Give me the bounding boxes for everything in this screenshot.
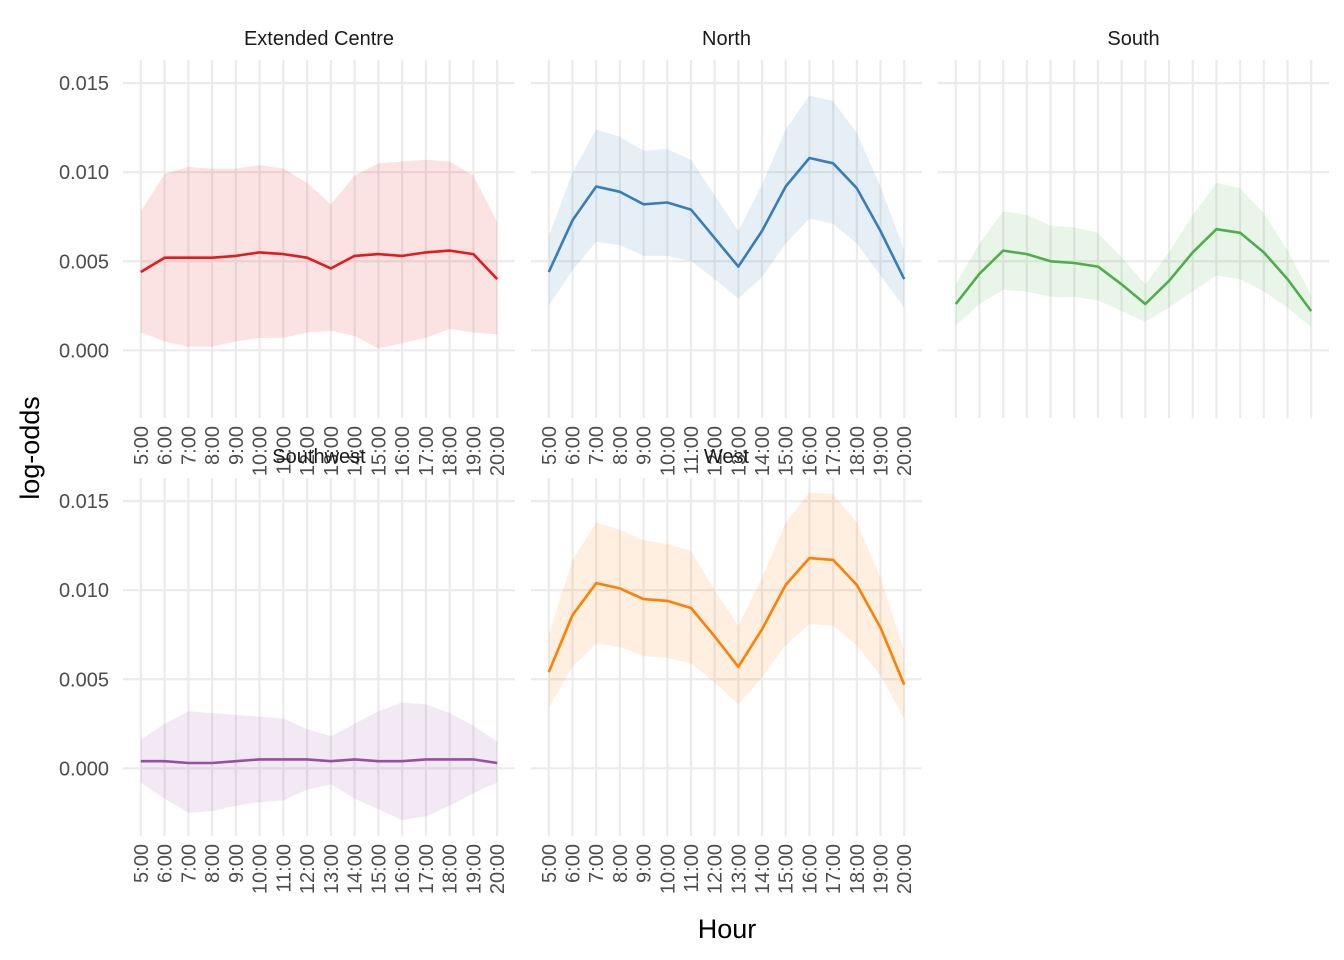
y-tick-label: 0.015 — [59, 73, 109, 95]
x-tick-label: 20:00 — [487, 844, 509, 894]
series-line — [954, 227, 1313, 312]
x-tick-label: 7:00 — [178, 426, 200, 465]
facet-panel: Southwest 0.000 0.005 0.010 0.015 5:00 6:00 7:0… — [59, 446, 515, 894]
facet-panel: North 5:00 6:00 7:00 8:00 9:00 10:00 11:00 12:00… — [531, 28, 922, 476]
x-tick-label: 12:00 — [705, 426, 727, 476]
confidence-ribbon — [955, 182, 1312, 328]
x-tick-label: 15:00 — [368, 426, 390, 476]
x-tick-label: 6:00 — [155, 844, 177, 883]
x-tick-label: 20:00 — [894, 844, 916, 894]
series-line — [547, 156, 906, 280]
x-tick-label: 8:00 — [202, 426, 224, 465]
facet-strip-label: Extended Centre — [244, 28, 394, 50]
x-tick-label: 14:00 — [752, 426, 774, 476]
x-tick-label: 13:00 — [321, 844, 343, 894]
y-tick-label: 0.005 — [59, 251, 109, 273]
x-tick-label: 18:00 — [440, 426, 462, 476]
x-tick-label: 8:00 — [202, 844, 224, 883]
x-tick-label: 19:00 — [463, 844, 485, 894]
x-tick-label: 16:00 — [799, 426, 821, 476]
x-tick-label: 18:00 — [847, 426, 869, 476]
x-tick-label: 9:00 — [634, 426, 656, 465]
y-tick-label: 0.000 — [59, 758, 109, 780]
x-tick-label: 7:00 — [586, 426, 608, 465]
x-tick-label: 10:00 — [250, 844, 272, 894]
series-line — [547, 556, 906, 686]
x-tick-label: 10:00 — [657, 844, 679, 894]
x-tick-label: 9:00 — [634, 844, 656, 883]
confidence-ribbon — [548, 492, 905, 719]
confidence-ribbon — [548, 95, 905, 308]
x-tick-label: 11:00 — [273, 844, 295, 893]
x-tick-label: 7:00 — [178, 844, 200, 883]
x-tick-label: 10:00 — [657, 426, 679, 476]
x-tick-label: 17:00 — [416, 844, 438, 894]
x-tick-label: 5:00 — [539, 844, 561, 883]
x-tick-label: 13:00 — [728, 426, 750, 476]
x-tick-label: 6:00 — [563, 426, 585, 465]
confidence-ribbon — [140, 159, 498, 349]
x-tick-label: 20:00 — [894, 426, 916, 476]
x-tick-label: 15:00 — [776, 426, 798, 476]
x-tick-label: 18:00 — [440, 844, 462, 894]
x-tick-label: 20:00 — [487, 426, 509, 476]
x-tick-label: 5:00 — [131, 844, 153, 883]
x-tick-label: 8:00 — [610, 426, 632, 465]
facet-strip-label: West — [704, 446, 750, 468]
x-tick-label: 5:00 — [539, 426, 561, 465]
x-tick-label: 17:00 — [823, 426, 845, 476]
x-tick-label: 14:00 — [752, 844, 774, 894]
x-tick-label: 9:00 — [226, 426, 248, 465]
y-tick-label: 0.000 — [59, 340, 109, 362]
x-tick-label: 19:00 — [871, 844, 893, 894]
x-tick-label: 6:00 — [563, 844, 585, 883]
x-tick-label: 15:00 — [776, 844, 798, 894]
y-axis-title: log-odds — [15, 396, 45, 500]
y-tick-label: 0.010 — [59, 162, 109, 184]
x-tick-label: 16:00 — [799, 844, 821, 894]
x-tick-label: 17:00 — [416, 426, 438, 476]
x-tick-label: 18:00 — [847, 844, 869, 894]
y-tick-label: 0.005 — [59, 669, 109, 691]
x-tick-label: 12:00 — [297, 426, 319, 476]
x-tick-label: 14:00 — [345, 844, 367, 894]
x-tick-label: 14:00 — [345, 426, 367, 476]
x-tick-label: 11:00 — [681, 426, 703, 475]
x-tick-label: 12:00 — [297, 844, 319, 894]
x-tick-label: 8:00 — [610, 844, 632, 883]
x-axis-title: Hour — [698, 914, 757, 944]
y-tick-label: 0.015 — [59, 491, 109, 513]
x-tick-label: 5:00 — [131, 426, 153, 465]
x-tick-label: 11:00 — [273, 426, 295, 475]
x-tick-label: 19:00 — [463, 426, 485, 476]
facet-panel: South — [938, 28, 1329, 418]
x-tick-label: 19:00 — [871, 426, 893, 476]
series-line — [140, 249, 499, 280]
facet-panel: Extended Centre 0.000 0.005 0.010 0.015 5:00 6… — [59, 28, 515, 476]
x-tick-label: 13:00 — [321, 426, 343, 476]
x-tick-label: 17:00 — [823, 844, 845, 894]
x-tick-label: 11:00 — [681, 844, 703, 893]
facet-strip-label: Southwest — [272, 446, 366, 468]
facet-strip-label: South — [1107, 28, 1159, 50]
facet-strip-label: North — [702, 28, 751, 50]
y-tick-label: 0.010 — [59, 580, 109, 602]
x-tick-label: 16:00 — [392, 844, 414, 894]
x-tick-label: 10:00 — [250, 426, 272, 476]
x-tick-label: 16:00 — [392, 426, 414, 476]
x-tick-label: 13:00 — [728, 844, 750, 894]
x-tick-label: 7:00 — [586, 844, 608, 883]
x-tick-label: 12:00 — [705, 844, 727, 894]
series-line — [140, 758, 498, 765]
x-tick-label: 9:00 — [226, 844, 248, 883]
x-tick-label: 6:00 — [155, 426, 177, 465]
x-tick-label: 15:00 — [368, 844, 390, 894]
